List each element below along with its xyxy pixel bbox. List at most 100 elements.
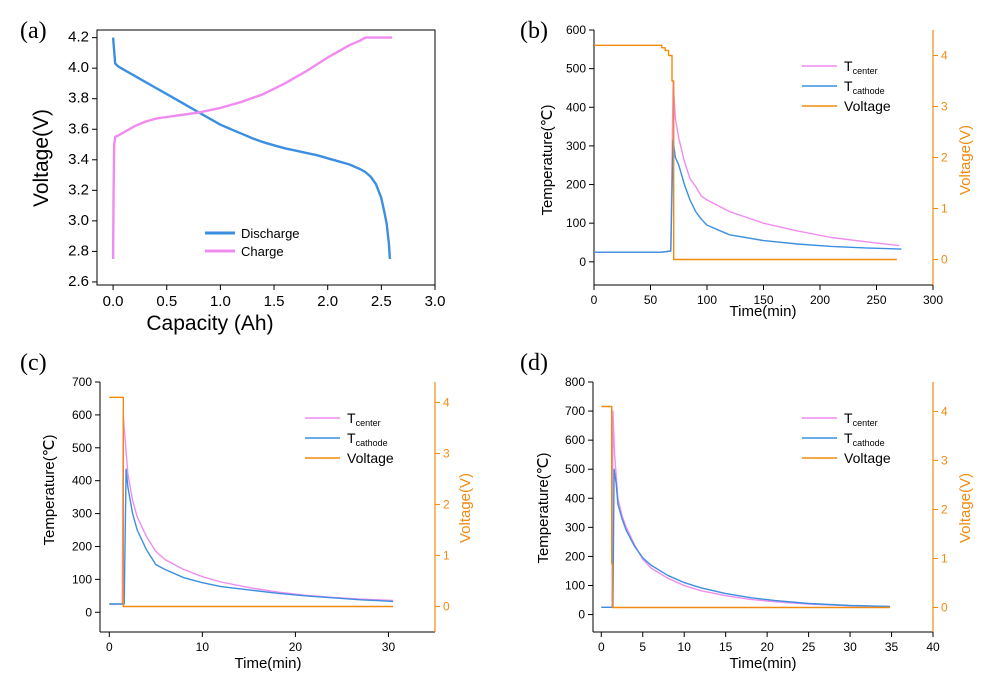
- legend-label: Voltage: [844, 98, 891, 114]
- x-tick-label: 0.5: [156, 293, 177, 310]
- x-tick-label: 2.0: [317, 293, 338, 310]
- y2-axis-label: Voltage(V): [957, 473, 974, 543]
- y2-axis-label: Voltage(V): [457, 473, 474, 543]
- y-axis-label: Temperature(℃): [41, 434, 58, 545]
- x-tick-label: 250: [866, 293, 886, 307]
- y-tick-label: 3.6: [68, 120, 89, 137]
- y-tick-label: 800: [565, 375, 585, 389]
- legend-label-main: T: [844, 78, 853, 94]
- plot-frame: [96, 29, 436, 286]
- y-tick-label: 600: [566, 23, 586, 37]
- series-line-discharge: [111, 37, 392, 260]
- x-tick-label: 10: [196, 640, 210, 654]
- series-line-cathode: [594, 139, 902, 253]
- x-tick-label: 20: [289, 640, 303, 654]
- y2-tick-label: 4: [443, 395, 450, 409]
- y-tick-label: 0: [578, 608, 585, 622]
- legend-label: Tcenter: [347, 410, 381, 428]
- x-tick-label: 35: [885, 640, 899, 654]
- y-tick-label: 400: [72, 474, 92, 488]
- x-axis-label: Capacity (Ah): [146, 312, 273, 335]
- legend-label: Tcenter: [844, 410, 878, 428]
- legend-label: Tcenter: [844, 58, 878, 76]
- x-tick-label: 30: [382, 640, 396, 654]
- y-tick-label: 700: [565, 404, 585, 418]
- y2-tick-label: 0: [443, 599, 450, 613]
- x-tick-label: 2.5: [371, 293, 392, 310]
- legend-label-main: T: [347, 410, 356, 426]
- y2-tick-label: 2: [443, 497, 450, 511]
- x-tick-label: 0: [106, 640, 113, 654]
- legend-label: Voltage: [844, 450, 891, 466]
- panel-letter: (d): [520, 350, 548, 376]
- x-tick-label: 100: [697, 293, 717, 307]
- y-tick-label: 100: [72, 572, 92, 586]
- y-tick-label: 2.6: [68, 273, 89, 290]
- y-tick-label: 500: [565, 462, 585, 476]
- legend-label-subscript: center: [853, 66, 878, 76]
- panel-letter: (a): [20, 18, 47, 44]
- y-tick-label: 300: [566, 139, 586, 153]
- x-tick-label: 5: [639, 640, 646, 654]
- y-tick-label: 500: [566, 62, 586, 76]
- y-tick-label: 300: [565, 520, 585, 534]
- x-tick-label: 1.0: [210, 293, 231, 310]
- y-tick-label: 4.0: [68, 59, 89, 76]
- x-tick-label: 50: [644, 293, 658, 307]
- legend-label: Tcathode: [347, 430, 388, 448]
- legend-label-main: Voltage: [347, 450, 394, 466]
- y2-tick-label: 0: [941, 253, 948, 267]
- y-tick-label: 3.0: [68, 212, 89, 229]
- legend-label-subscript: center: [356, 418, 381, 428]
- y2-tick-label: 1: [443, 548, 450, 562]
- y-tick-label: 4.2: [68, 29, 89, 46]
- y2-axis-label: Voltage(V): [957, 125, 974, 195]
- x-tick-label: 0.0: [103, 293, 124, 310]
- x-tick-label: 25: [802, 640, 816, 654]
- x-axis-label: Time(min): [235, 655, 302, 672]
- y-tick-label: 3.2: [68, 181, 89, 198]
- x-axis-label: Time(min): [730, 303, 797, 320]
- x-tick-label: 200: [810, 293, 830, 307]
- y-tick-label: 600: [72, 408, 92, 422]
- y2-tick-label: 3: [941, 100, 948, 114]
- y2-tick-label: 1: [941, 551, 948, 565]
- x-tick-label: 300: [923, 293, 943, 307]
- y-axis-label: Temperature(℃): [539, 104, 556, 215]
- legend-label-subscript: cathode: [853, 86, 885, 96]
- y-tick-label: 100: [565, 578, 585, 592]
- legend-label-main: Voltage: [844, 450, 891, 466]
- series-line-center: [594, 81, 900, 253]
- x-axis-label: Time(min): [730, 655, 797, 672]
- legend-label-main: T: [347, 430, 356, 446]
- legend-label-main: Voltage: [844, 98, 891, 114]
- y2-tick-label: 2: [941, 502, 948, 516]
- legend-label: Tcathode: [844, 78, 885, 96]
- y-tick-label: 500: [72, 441, 92, 455]
- y-tick-label: 200: [565, 549, 585, 563]
- y2-tick-label: 1: [941, 202, 948, 216]
- series-line-charge: [111, 36, 393, 260]
- legend-label: Tcathode: [844, 430, 885, 448]
- y-axis-label: Temperature(℃): [535, 452, 552, 563]
- y-tick-label: 2.8: [68, 242, 89, 259]
- panel-letter: (b): [520, 18, 548, 44]
- series-line-center: [601, 410, 890, 608]
- series-line-voltage: [601, 405, 890, 609]
- y2-tick-label: 4: [941, 49, 948, 63]
- series-line-cathode: [109, 468, 394, 605]
- legend-label: Discharge: [241, 226, 300, 241]
- x-tick-label: 3.0: [425, 293, 446, 310]
- legend-label-main: T: [844, 58, 853, 74]
- x-tick-label: 40: [926, 640, 940, 654]
- y-tick-label: 600: [565, 433, 585, 447]
- y-tick-label: 200: [566, 178, 586, 192]
- legend-label-subscript: cathode: [853, 438, 885, 448]
- y2-tick-label: 0: [941, 600, 948, 614]
- x-tick-label: 15: [719, 640, 733, 654]
- legend-label: Charge: [241, 244, 284, 259]
- series-line-voltage: [594, 44, 897, 261]
- x-tick-label: 0: [598, 640, 605, 654]
- legend-label-main: T: [844, 430, 853, 446]
- legend-label: Voltage: [347, 450, 394, 466]
